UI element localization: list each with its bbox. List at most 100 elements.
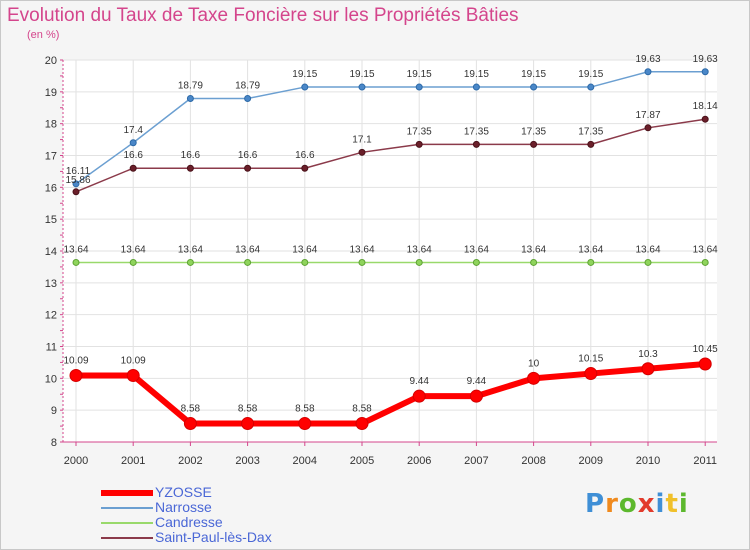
- x-tick-label: 2006: [407, 455, 431, 467]
- y-tick-label: 10: [45, 373, 57, 385]
- y-tick-label: 9: [51, 405, 57, 417]
- logo-letter: i: [678, 489, 689, 519]
- data-label-saint-paul-l-s-dax: 16.6: [295, 150, 315, 161]
- data-label-candresse: 13.64: [63, 244, 88, 255]
- point-candresse: [472, 258, 480, 266]
- y-tick-label: 16: [45, 182, 57, 194]
- series-line-saint-paul-l-s-dax: [75, 118, 706, 193]
- data-label-narrosse: 18.79: [235, 81, 260, 92]
- point-candresse: [186, 258, 194, 266]
- point-candresse: [244, 258, 252, 266]
- point-candresse: [701, 258, 709, 266]
- data-label-yzosse: 9.44: [409, 376, 429, 387]
- y-tick-label: 17: [45, 151, 57, 163]
- point-saint-paul-l-s-dax: [358, 148, 366, 156]
- logo-letter: o: [618, 489, 638, 519]
- point-saint-paul-l-s-dax: [72, 188, 80, 196]
- data-labels: 10.09 10.09 8.58 8.58 8.58 8.58 9.44 9.44 10 10.1…: [63, 54, 718, 415]
- point-saint-paul-l-s-dax: [530, 140, 538, 148]
- grid: [63, 59, 717, 443]
- data-label-narrosse: 19.15: [464, 69, 489, 80]
- x-tick-label: 2002: [178, 455, 202, 467]
- point-yzosse: [527, 371, 541, 385]
- legend-swatch: [101, 489, 153, 496]
- point-yzosse: [641, 362, 655, 376]
- point-narrosse: [72, 180, 80, 188]
- legend-swatch: [101, 536, 153, 539]
- data-label-candresse: 13.64: [292, 244, 317, 255]
- point-candresse: [358, 258, 366, 266]
- point-yzosse: [69, 368, 83, 382]
- data-label-candresse: 13.64: [521, 244, 546, 255]
- data-label-saint-paul-l-s-dax: 16.6: [123, 150, 143, 161]
- x-tick-label: 2001: [121, 455, 145, 467]
- data-label-yzosse: 8.58: [238, 404, 258, 415]
- chart-title: Evolution du Taux de Taxe Foncière sur l…: [7, 5, 519, 26]
- data-label-candresse: 13.64: [407, 244, 432, 255]
- series-lines: [69, 68, 712, 431]
- point-yzosse: [298, 417, 312, 431]
- data-label-candresse: 13.64: [178, 244, 203, 255]
- x-tick-label: 2011: [693, 455, 717, 467]
- point-narrosse: [587, 83, 595, 91]
- point-saint-paul-l-s-dax: [472, 140, 480, 148]
- x-tick-label: 2000: [64, 455, 88, 467]
- logo-letter: x: [637, 489, 656, 519]
- point-yzosse: [469, 389, 483, 403]
- data-label-narrosse: 19.15: [578, 69, 603, 80]
- data-label-saint-paul-l-s-dax: 16.6: [238, 150, 258, 161]
- data-label-narrosse: 19.63: [635, 54, 660, 65]
- y-tick-label: 15: [45, 214, 57, 226]
- data-label-yzosse: 10: [528, 358, 540, 369]
- data-label-candresse: 13.64: [635, 244, 660, 255]
- point-narrosse: [644, 68, 652, 76]
- legend-label: Candresse: [155, 514, 223, 530]
- logo-letter: P: [585, 489, 606, 519]
- point-narrosse: [244, 95, 252, 103]
- data-label-candresse: 13.64: [235, 244, 260, 255]
- y-tick-label: 13: [45, 278, 57, 290]
- point-candresse: [72, 258, 80, 266]
- data-label-saint-paul-l-s-dax: 18.14: [693, 101, 718, 112]
- x-tick-label: 2009: [579, 455, 603, 467]
- point-yzosse: [412, 389, 426, 403]
- data-label-narrosse: 16.11: [66, 166, 91, 177]
- legend-label: Saint-Paul-lès-Dax: [155, 529, 272, 545]
- data-label-narrosse: 19.15: [349, 69, 374, 80]
- point-yzosse: [698, 357, 712, 371]
- point-narrosse: [129, 139, 137, 147]
- point-saint-paul-l-s-dax: [701, 115, 709, 123]
- data-label-yzosse: 9.44: [467, 376, 487, 387]
- point-candresse: [644, 258, 652, 266]
- logo-letter: t: [665, 489, 679, 519]
- data-label-yzosse: 10.15: [578, 354, 603, 365]
- y-tick-label: 11: [46, 342, 57, 354]
- data-label-saint-paul-l-s-dax: 16.6: [181, 150, 201, 161]
- logo-letter: r: [605, 489, 619, 519]
- data-label-yzosse: 10.09: [63, 355, 88, 366]
- point-saint-paul-l-s-dax: [186, 164, 194, 172]
- y-tick-label: 14: [45, 246, 57, 258]
- data-label-yzosse: 8.58: [352, 404, 372, 415]
- logo-letter: i: [655, 489, 666, 519]
- data-label-saint-paul-l-s-dax: 17.87: [635, 110, 660, 121]
- legend: YZOSSE Narrosse Candresse Saint-Paul-lès-Da…: [101, 485, 272, 545]
- data-label-candresse: 13.64: [578, 244, 603, 255]
- data-label-narrosse: 19.15: [407, 69, 432, 80]
- legend-swatch: [101, 521, 153, 524]
- data-label-saint-paul-l-s-dax: 17.35: [521, 126, 546, 137]
- legend-item-saint-paul-l-s-dax: Saint-Paul-lès-Dax: [101, 530, 272, 545]
- point-candresse: [415, 258, 423, 266]
- data-label-yzosse: 10.45: [693, 344, 718, 355]
- data-label-candresse: 13.64: [349, 244, 374, 255]
- proxiti-logo: Proxiti: [585, 489, 689, 519]
- x-tick-label: 2005: [350, 455, 374, 467]
- data-label-yzosse: 10.09: [121, 355, 146, 366]
- x-tick-label: 2010: [636, 455, 660, 467]
- y-tick-label: 18: [45, 119, 57, 131]
- y-tick-label: 8: [51, 437, 57, 449]
- point-yzosse: [355, 417, 369, 431]
- data-label-narrosse: 17.4: [123, 125, 143, 136]
- data-label-narrosse: 18.79: [178, 81, 203, 92]
